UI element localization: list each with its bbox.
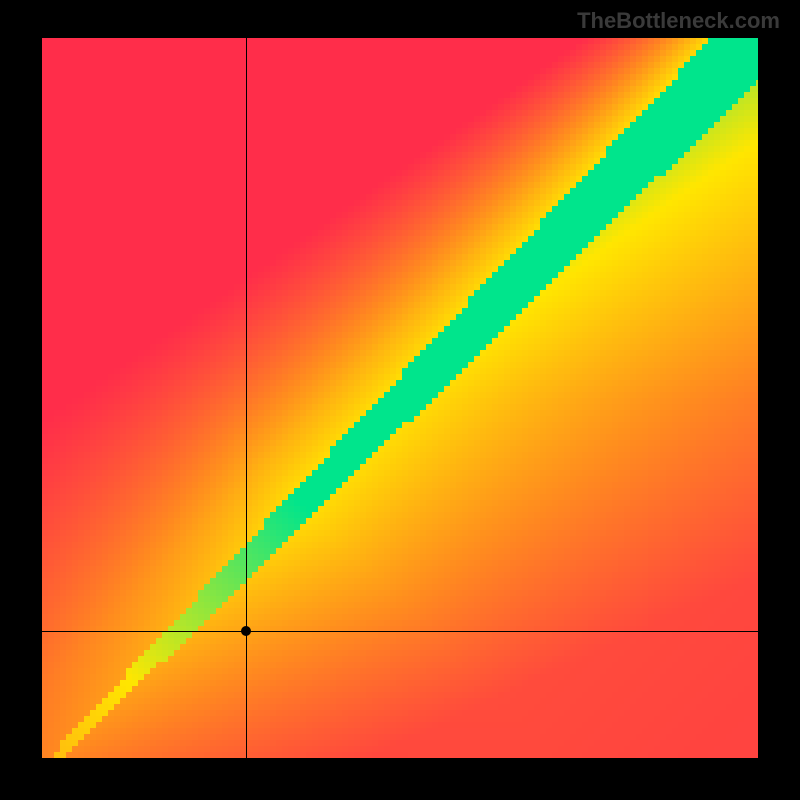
watermark-text: TheBottleneck.com [577,8,780,34]
crosshair-horizontal [42,631,758,632]
heatmap-canvas [42,38,758,758]
heatmap-plot [42,38,758,758]
crosshair-vertical [246,38,247,758]
